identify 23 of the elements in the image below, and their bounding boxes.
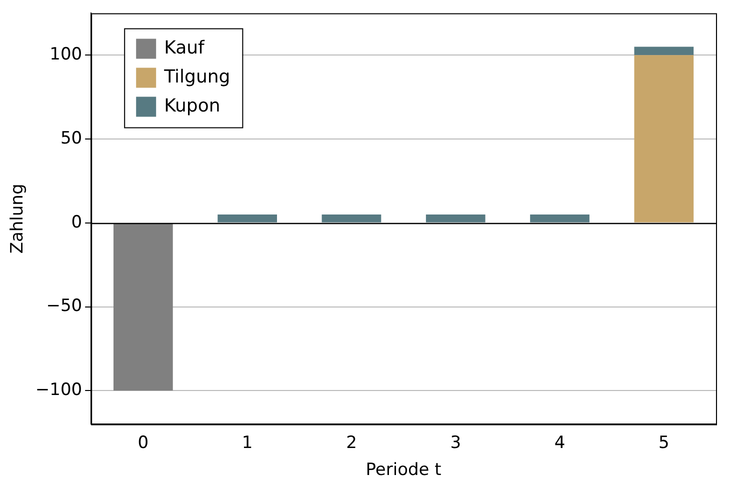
y-tick-label: 50 bbox=[60, 128, 82, 148]
x-tick-label: 3 bbox=[450, 432, 462, 453]
bar bbox=[530, 214, 590, 222]
legend-label: Kupon bbox=[164, 95, 220, 116]
bar bbox=[113, 223, 173, 391]
bar bbox=[218, 214, 277, 222]
legend-label: Tilgung bbox=[163, 66, 230, 88]
y-tick-label: −50 bbox=[46, 296, 82, 316]
x-tick-label: 5 bbox=[658, 432, 670, 453]
x-tick-label: 1 bbox=[242, 432, 253, 453]
bar bbox=[634, 55, 694, 222]
bar bbox=[634, 46, 694, 56]
x-tick-label: 0 bbox=[138, 432, 149, 453]
y-tick-label: 100 bbox=[50, 44, 82, 65]
y-tick-label: −100 bbox=[35, 380, 82, 400]
legend-label: Kauf bbox=[164, 37, 206, 58]
bar bbox=[426, 214, 486, 222]
bar bbox=[322, 214, 382, 222]
y-axis-title: Zahlung bbox=[8, 184, 28, 254]
x-axis-title: Periode t bbox=[366, 460, 442, 480]
x-tick-label: 2 bbox=[346, 432, 357, 453]
x-tick-label: 4 bbox=[554, 432, 566, 453]
y-tick-label: 0 bbox=[71, 212, 82, 232]
